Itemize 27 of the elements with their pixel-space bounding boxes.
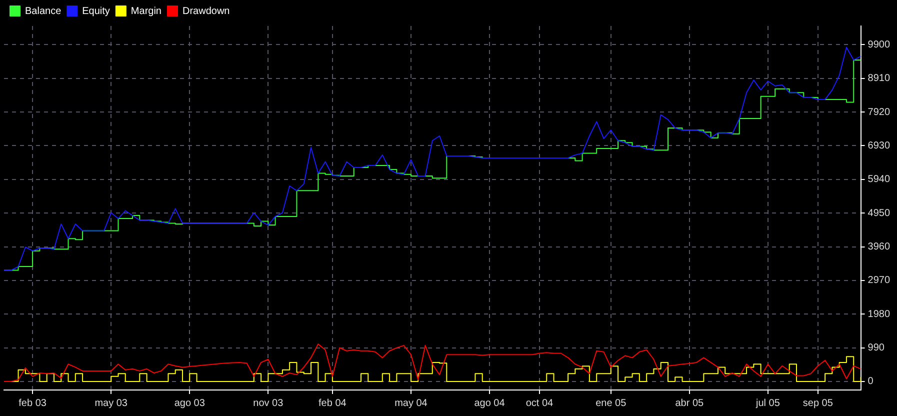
y-tick-label: 6930 <box>868 140 890 152</box>
y-tick-label: 4950 <box>868 208 890 219</box>
x-tick-label: ago 03 <box>174 398 206 409</box>
x-tick-label: may 04 <box>394 398 428 409</box>
legend-label: Balance <box>25 6 62 17</box>
y-tick-label: 2970 <box>868 275 890 286</box>
y-tick-label: 7920 <box>868 106 890 118</box>
y-tick-label: 9900 <box>868 39 890 50</box>
x-tick-label: jul 05 <box>754 398 780 409</box>
y-tick-label: 0 <box>868 376 874 388</box>
y-tick-label: 3960 <box>868 242 890 253</box>
x-tick-label: ago 04 <box>474 398 506 409</box>
legend-label: Margin <box>130 6 162 17</box>
y-tick-label: 990 <box>868 342 885 354</box>
y-tick-label: 8910 <box>868 73 890 84</box>
x-tick-label: feb 04 <box>318 398 347 409</box>
x-tick-label: feb 03 <box>18 398 47 409</box>
legend-label: Equity <box>82 6 110 17</box>
x-tick-label: oct 04 <box>526 398 554 409</box>
x-tick-label: abr 05 <box>675 398 704 409</box>
legend-label: Drawdown <box>182 6 230 17</box>
x-tick-label: nov 03 <box>253 398 284 409</box>
x-tick-label: sep 05 <box>802 398 834 409</box>
y-tick-label: 1980 <box>868 308 890 320</box>
x-tick-label: ene 05 <box>596 398 627 409</box>
y-tick-label: 5940 <box>868 174 890 186</box>
x-tick-label: may 03 <box>94 398 128 409</box>
